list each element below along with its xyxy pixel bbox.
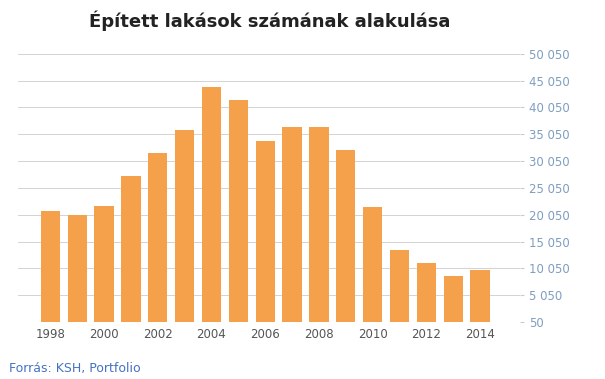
Bar bbox=[363, 207, 382, 323]
Bar bbox=[283, 127, 302, 323]
Bar bbox=[443, 276, 463, 323]
Bar bbox=[336, 150, 355, 323]
Bar bbox=[148, 153, 168, 323]
Bar bbox=[309, 127, 329, 323]
Bar bbox=[470, 270, 489, 323]
Bar bbox=[41, 211, 60, 323]
Title: Épített lakások számának alakulása: Épített lakások számának alakulása bbox=[88, 10, 450, 31]
Bar bbox=[121, 176, 140, 323]
Bar bbox=[255, 141, 275, 323]
Bar bbox=[68, 215, 87, 323]
Bar bbox=[94, 206, 114, 323]
Bar bbox=[229, 100, 248, 323]
Bar bbox=[417, 263, 436, 323]
Bar bbox=[175, 130, 194, 323]
Text: Forrás: KSH, Portfolio: Forrás: KSH, Portfolio bbox=[9, 362, 141, 375]
Bar bbox=[202, 87, 221, 323]
Bar bbox=[390, 250, 409, 323]
